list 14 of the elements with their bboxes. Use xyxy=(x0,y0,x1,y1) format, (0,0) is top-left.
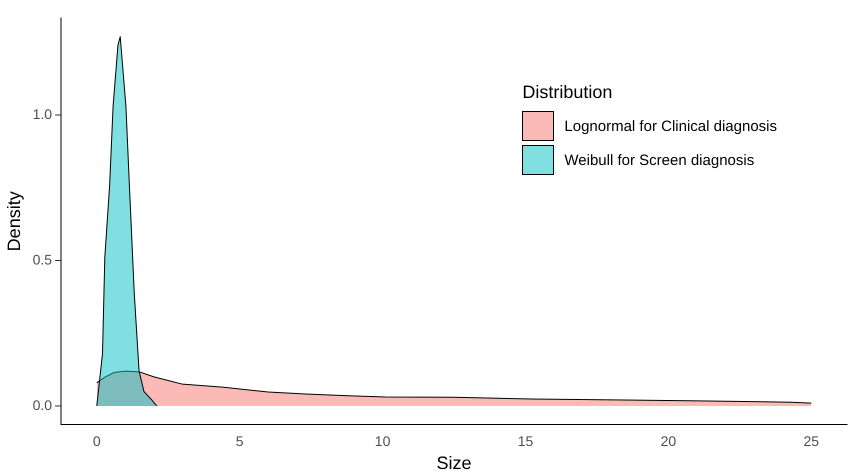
legend-label: Weibull for Screen diagnosis xyxy=(564,152,754,168)
y-tick-label: 1.0 xyxy=(32,106,52,122)
x-tick-label: 0 xyxy=(92,432,101,449)
x-tick-label: 25 xyxy=(803,432,820,449)
legend-title: Distribution xyxy=(522,82,614,103)
y-axis-title: Density xyxy=(4,191,24,252)
x-tick-label: 5 xyxy=(236,432,244,449)
y-tick-label: 0.5 xyxy=(32,251,52,268)
x-tick-label: 10 xyxy=(374,432,391,449)
x-axis-title: Size xyxy=(436,453,472,474)
x-tick-label: 20 xyxy=(660,432,676,449)
legend-label: Lognormal for Clinical diagnosis xyxy=(564,118,777,134)
y-tick-label: 0.0 xyxy=(32,396,52,413)
x-tick-label: 15 xyxy=(518,432,534,449)
